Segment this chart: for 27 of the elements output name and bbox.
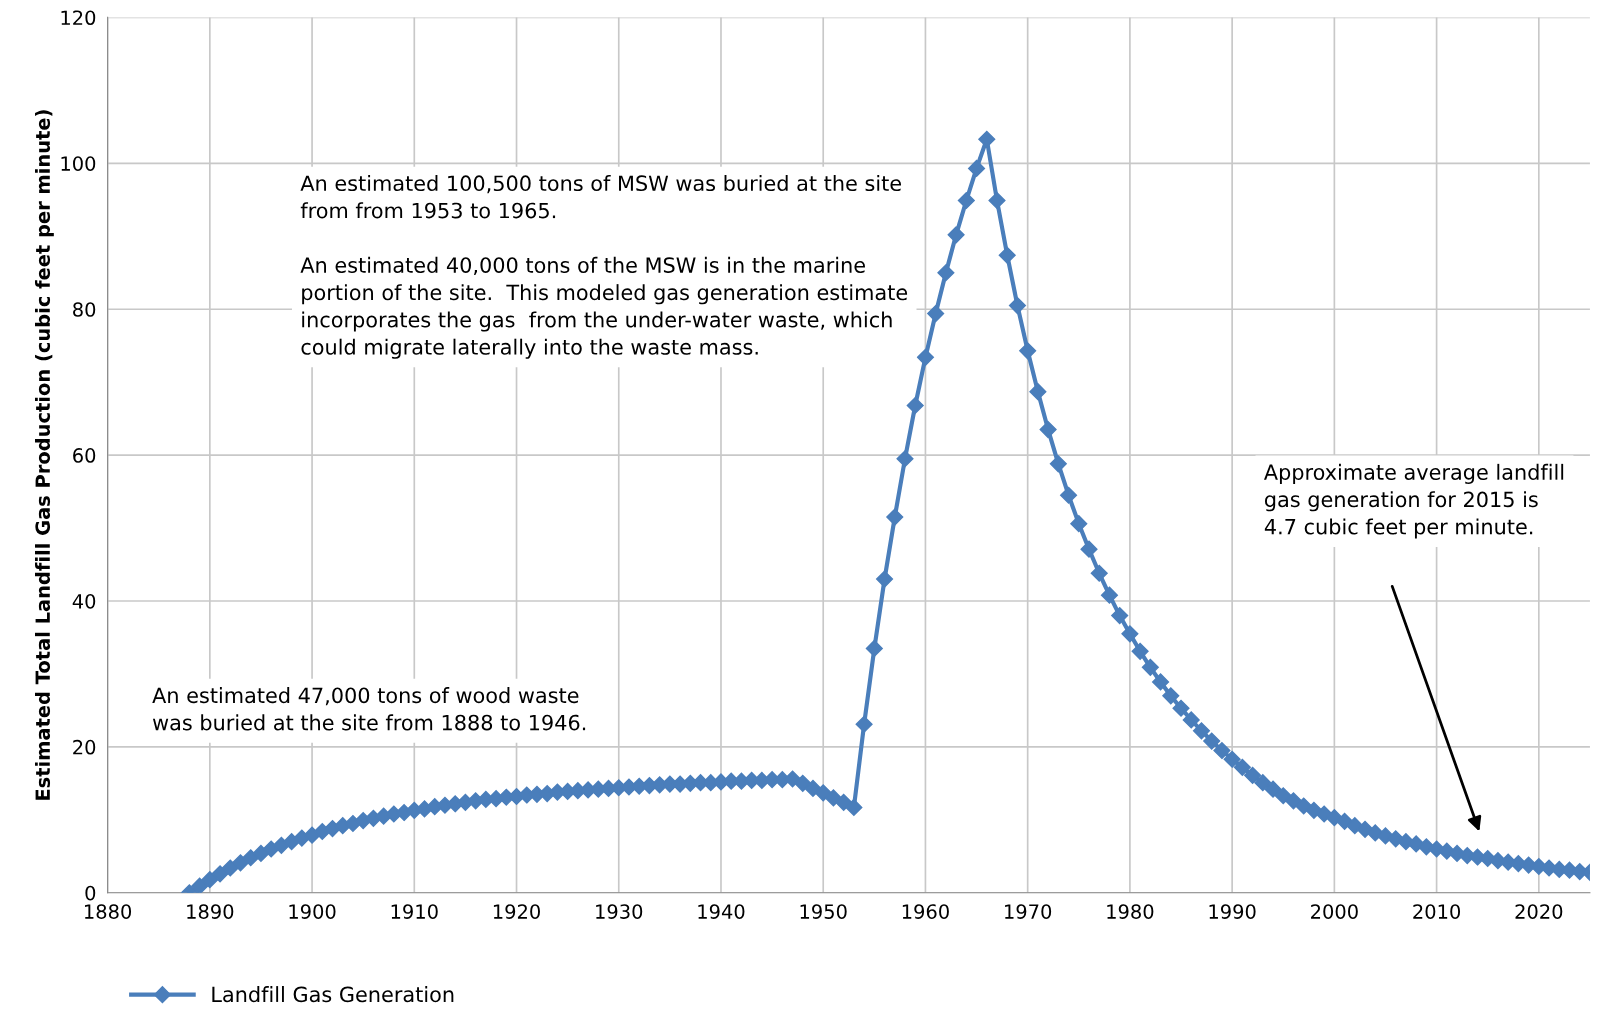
- x-tick-label: 1940: [698, 904, 745, 919]
- x-tick-label: 1910: [391, 904, 438, 919]
- x-tick-label: 1950: [800, 904, 847, 919]
- x-tick-label: 2000: [1311, 904, 1358, 919]
- x-tick-label: 1930: [596, 904, 643, 919]
- x-tick-label: 1980: [1107, 904, 1154, 919]
- y-tick-label: 20: [73, 739, 96, 755]
- annotation: Approximate average landfill gas generation for 2015 is 4.7 cubic feet per minute.: [1263, 463, 1564, 539]
- x-tick-label: 1970: [1005, 904, 1052, 919]
- y-tick-label: 80: [73, 302, 96, 317]
- x-tick-label: 1900: [289, 904, 336, 919]
- y-tick-label: 0: [85, 885, 96, 901]
- x-tick-label: 1960: [902, 904, 949, 919]
- y-tick-label: 40: [72, 593, 96, 609]
- y-tick-label: 60: [73, 448, 96, 463]
- x-tick-label: 2020: [1515, 904, 1563, 919]
- x-tick-label: 1880: [84, 904, 132, 919]
- x-tick-label: 1920: [493, 904, 540, 919]
- x-tick-label: 1890: [187, 904, 234, 919]
- x-tick-label: 1990: [1209, 904, 1256, 919]
- legend-label: Landfill Gas Generation: [212, 986, 454, 1003]
- text: An estimated 100,500 tons of MSW was buried at the site from from 1953 to 1965. An estimated 40,000 tons of the MSW is in the marine portion of the site. This modeled gas generation estimate incorporates the gas from the under-water waste, which could migrate laterally into the waste mass.: [300, 174, 908, 359]
- y-axis-title: Estimated Total Landfill Gas Production (cubic feet per minute): [35, 110, 54, 800]
- y-tick-label: 100: [61, 156, 96, 171]
- annotation: An estimated 47,000 tons of wood waste was buried at the site from 1888 to 1946.: [152, 687, 586, 731]
- x-tick-label: 2010: [1413, 904, 1461, 919]
- y-tick-label: 120: [61, 10, 96, 26]
